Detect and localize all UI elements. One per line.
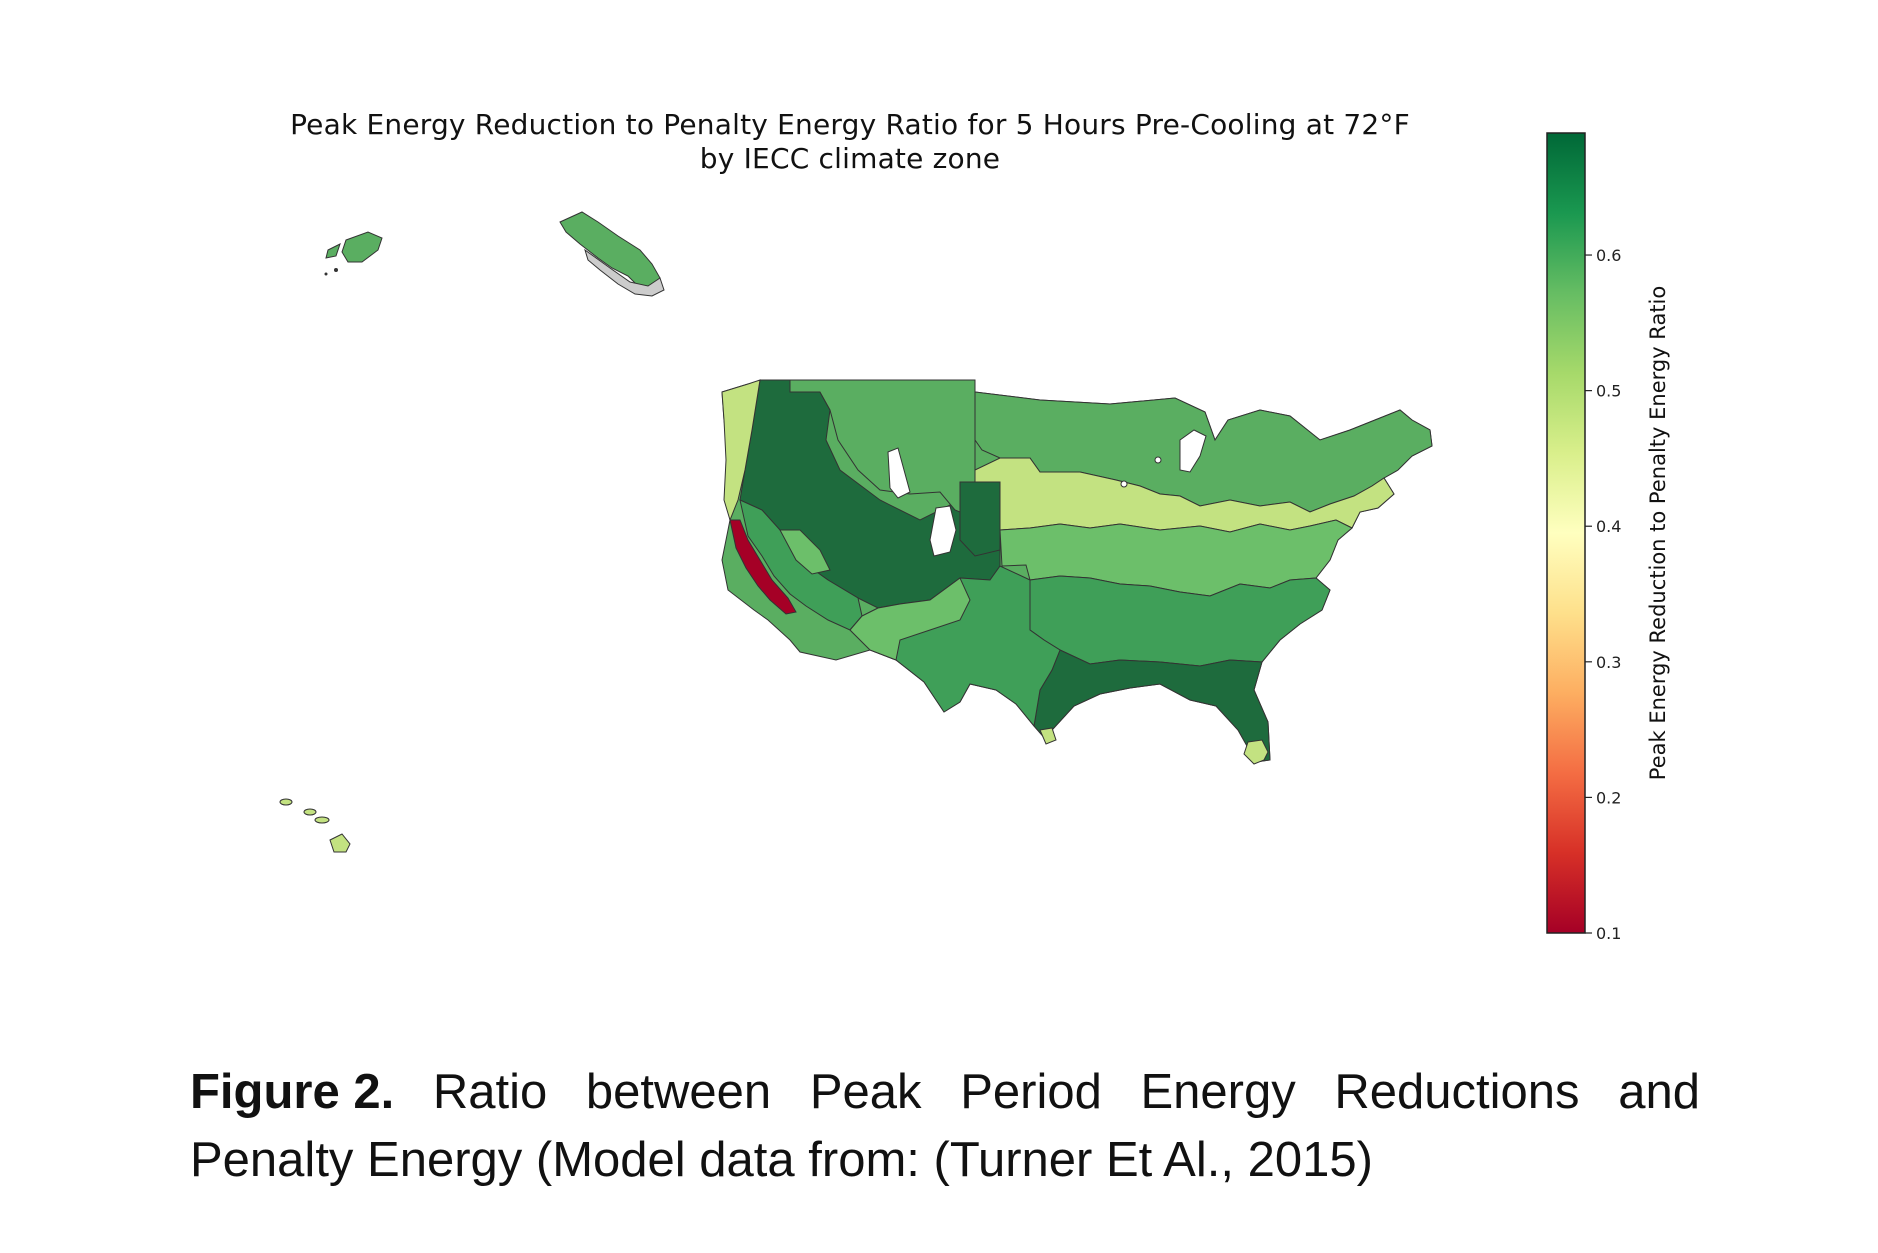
zone-gulf-coast [1033,649,1271,763]
caption-word: Ratio [432,1065,548,1119]
no-data-area-2 [929,505,957,557]
colorbar: 0.1 0.2 0.3 0.4 0.5 0.6 Peak Energy Reduction… [1546,132,1670,943]
caption-word: Peak [809,1065,922,1119]
caption-line-2: Penalty Energy (Model data from: (Turner… [190,1133,1373,1187]
zone-alaska-south-gray [584,248,665,297]
great-lakes [1179,429,1207,473]
colorbar-ticks: 0.1 0.2 0.3 0.4 0.5 0.6 [1585,246,1621,943]
map-title-line-2: by IECC climate zone [699,142,1001,175]
aleutian-islet-1 [334,268,338,272]
colorbar-tick-label: 0.4 [1596,517,1621,536]
colorbar-label: Peak Energy Reduction to Penalty Energy … [1646,286,1670,780]
lake-small-2 [1120,480,1128,488]
zone-pacific-northwest-coast [721,379,761,522]
map-title: Peak Energy Reduction to Penalty Energy … [150,108,1550,176]
contiguous-us [721,379,1433,765]
map-title-line-1: Peak Energy Reduction to Penalty Energy … [290,108,1410,141]
zone-aleutian-east [341,231,383,263]
colorbar-tick-label: 0.6 [1596,246,1621,265]
zone-alaska-main [559,211,661,293]
figure-caption: Figure 2. Ratio between Peak Period Energy Re… [190,1058,1700,1194]
caption-line-1: Figure 2. Ratio between Peak Period Energy Re… [190,1058,1700,1126]
colorbar-tick-label: 0.5 [1596,382,1621,401]
lake-small-1 [1154,456,1162,464]
aleutian-islet-2 [324,272,328,276]
alaska-region [324,211,665,297]
caption-word: Energy [1140,1065,1296,1119]
caption-label: Figure 2. [190,1065,395,1119]
zone-florida-tip [1243,739,1269,765]
zone-hawaii-maui [314,816,330,824]
colorbar-tick-label: 0.2 [1596,788,1621,807]
zone-hawaii-kauai [279,798,293,806]
no-data-area-1 [887,447,911,499]
caption-word: between [585,1065,772,1119]
colorbar-tick-label: 0.3 [1596,653,1621,672]
zone-texas-tip [1039,727,1057,745]
zone-hawaii-big-island [329,833,351,853]
caption-word: Period [960,1065,1102,1119]
zone-aleutian-west [325,243,341,259]
colorbar-tick-label: 0.1 [1596,924,1621,943]
zone-arizona-plateau [849,577,971,661]
zone-nevada-basin [779,529,831,575]
zone-california-coast [729,519,797,615]
colorbar-gradient [1546,132,1586,934]
zone-colorado-highlands [959,481,1001,557]
caption-word: and [1618,1065,1700,1119]
caption-word: Reductions [1334,1065,1580,1119]
zone-hawaii-oahu [303,808,317,816]
hawaii-region [279,798,351,853]
